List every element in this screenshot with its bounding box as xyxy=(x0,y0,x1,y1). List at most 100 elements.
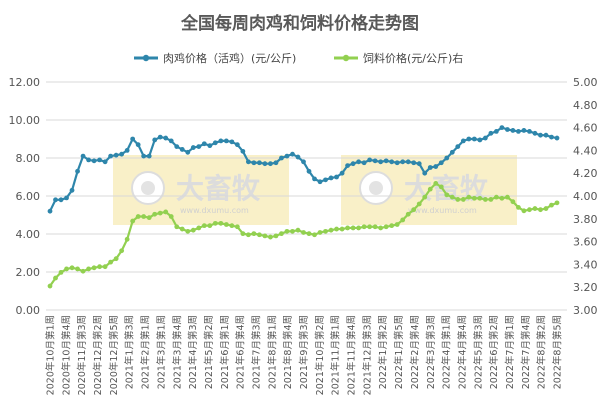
data-point xyxy=(477,195,483,201)
data-point xyxy=(449,149,455,155)
data-point xyxy=(190,145,196,150)
data-point xyxy=(422,170,428,176)
y-left-tick-label: 6.00 xyxy=(16,190,41,203)
data-point xyxy=(97,157,102,163)
data-point xyxy=(58,197,64,203)
data-point xyxy=(361,160,367,166)
data-point xyxy=(207,143,213,149)
data-point xyxy=(306,231,312,237)
data-point xyxy=(130,218,136,224)
data-point xyxy=(405,211,411,217)
data-point xyxy=(383,224,389,230)
data-point xyxy=(251,231,257,237)
data-point xyxy=(229,223,235,229)
data-point xyxy=(245,232,251,238)
data-point xyxy=(130,136,136,142)
y-left-tick-label: 0.00 xyxy=(16,304,41,317)
y-right-tick-label: 4.80 xyxy=(573,99,598,112)
data-point xyxy=(521,208,527,214)
y-right-tick-label: 3.20 xyxy=(573,281,598,294)
data-point xyxy=(262,233,268,239)
data-point xyxy=(372,158,378,164)
data-point xyxy=(268,234,273,240)
data-point xyxy=(350,161,356,167)
data-point xyxy=(174,144,180,150)
data-point xyxy=(416,161,422,167)
data-point xyxy=(411,207,417,213)
data-point xyxy=(389,223,395,229)
watermark-right-brand: 大畜牧 xyxy=(404,172,489,205)
y-axis-left: 0.00 2.00 4.00 6.00 8.00 10.00 12.00 xyxy=(9,76,41,317)
data-point xyxy=(378,225,384,231)
data-point xyxy=(146,153,152,159)
data-point xyxy=(218,138,224,144)
data-point xyxy=(438,184,444,190)
data-point xyxy=(86,266,91,272)
x-tick-label: 2021年5月第2周 xyxy=(203,315,215,389)
y-right-tick-label: 5.00 xyxy=(573,76,598,89)
data-point xyxy=(279,155,284,161)
data-point xyxy=(240,231,246,237)
data-point xyxy=(378,159,384,165)
data-point xyxy=(521,128,527,133)
data-point xyxy=(339,226,345,232)
x-tick-label: 2021年10月第2周 xyxy=(314,315,326,395)
data-point xyxy=(527,129,532,134)
data-point xyxy=(212,220,218,226)
data-point xyxy=(86,157,91,163)
data-point xyxy=(317,230,323,235)
data-point xyxy=(113,256,119,262)
data-point xyxy=(251,160,257,166)
data-point xyxy=(306,168,312,174)
data-point xyxy=(444,155,450,161)
x-tick-label: 2021年8月第1周 xyxy=(266,315,278,389)
data-point xyxy=(201,223,207,229)
data-point xyxy=(185,149,191,155)
watermark-right-logo-inner xyxy=(369,181,383,195)
x-tick-label: 2022年1月第5周 xyxy=(393,315,405,389)
watermark-right-site: www.dxumu.com xyxy=(408,206,477,215)
y-right-tick-label: 3.80 xyxy=(573,213,598,226)
data-point xyxy=(295,154,301,160)
data-point xyxy=(152,211,158,217)
x-tick-label: 2022年8月第5周 xyxy=(552,315,564,389)
data-point xyxy=(284,153,290,159)
x-axis: 2020年10月第1周 2020年10月第4周 2020年11月第3周 2020年12… xyxy=(45,315,564,395)
data-point xyxy=(449,194,455,200)
x-tick-label: 2022年7月第4周 xyxy=(520,315,532,389)
data-point xyxy=(549,202,554,208)
data-point xyxy=(328,175,334,181)
data-point xyxy=(400,217,406,223)
data-point xyxy=(268,161,273,167)
data-point xyxy=(185,228,191,234)
x-tick-label: 2021年9月第3周 xyxy=(298,315,310,389)
watermarks: 大畜牧 www.dxumu.com 大畜牧 www.dxumu.com xyxy=(113,155,517,225)
x-tick-label: 2022年4月第1周 xyxy=(441,315,453,389)
data-point xyxy=(207,223,213,229)
data-point xyxy=(196,144,202,150)
legend-marker-dot-series1 xyxy=(142,54,150,62)
series-broiler-price xyxy=(47,125,560,214)
data-point xyxy=(444,192,450,198)
data-point xyxy=(179,226,185,232)
data-point xyxy=(345,163,350,169)
x-tick-label: 2021年4月第3周 xyxy=(187,315,199,389)
data-point xyxy=(554,200,560,206)
data-point xyxy=(455,197,461,202)
data-point xyxy=(245,159,251,165)
data-point xyxy=(356,159,362,165)
data-point xyxy=(196,225,202,231)
x-tick-label: 2020年12月第2周 xyxy=(92,315,104,395)
data-point xyxy=(543,206,549,211)
x-tick-label: 2021年6月第1周 xyxy=(219,315,231,389)
x-tick-label: 2020年12月第5周 xyxy=(108,315,120,395)
data-point xyxy=(427,186,433,192)
x-tick-label: 2022年2月第4周 xyxy=(409,315,421,389)
data-point xyxy=(361,224,367,230)
data-point xyxy=(549,134,554,140)
x-tick-label: 2022年7月第1周 xyxy=(504,315,516,389)
y-axis-right: 3.00 3.20 3.40 3.60 3.80 4.00 4.20 4.40 4.60 4.80… xyxy=(573,76,598,317)
data-point xyxy=(356,225,362,231)
data-point xyxy=(383,158,389,164)
data-point xyxy=(505,127,510,132)
